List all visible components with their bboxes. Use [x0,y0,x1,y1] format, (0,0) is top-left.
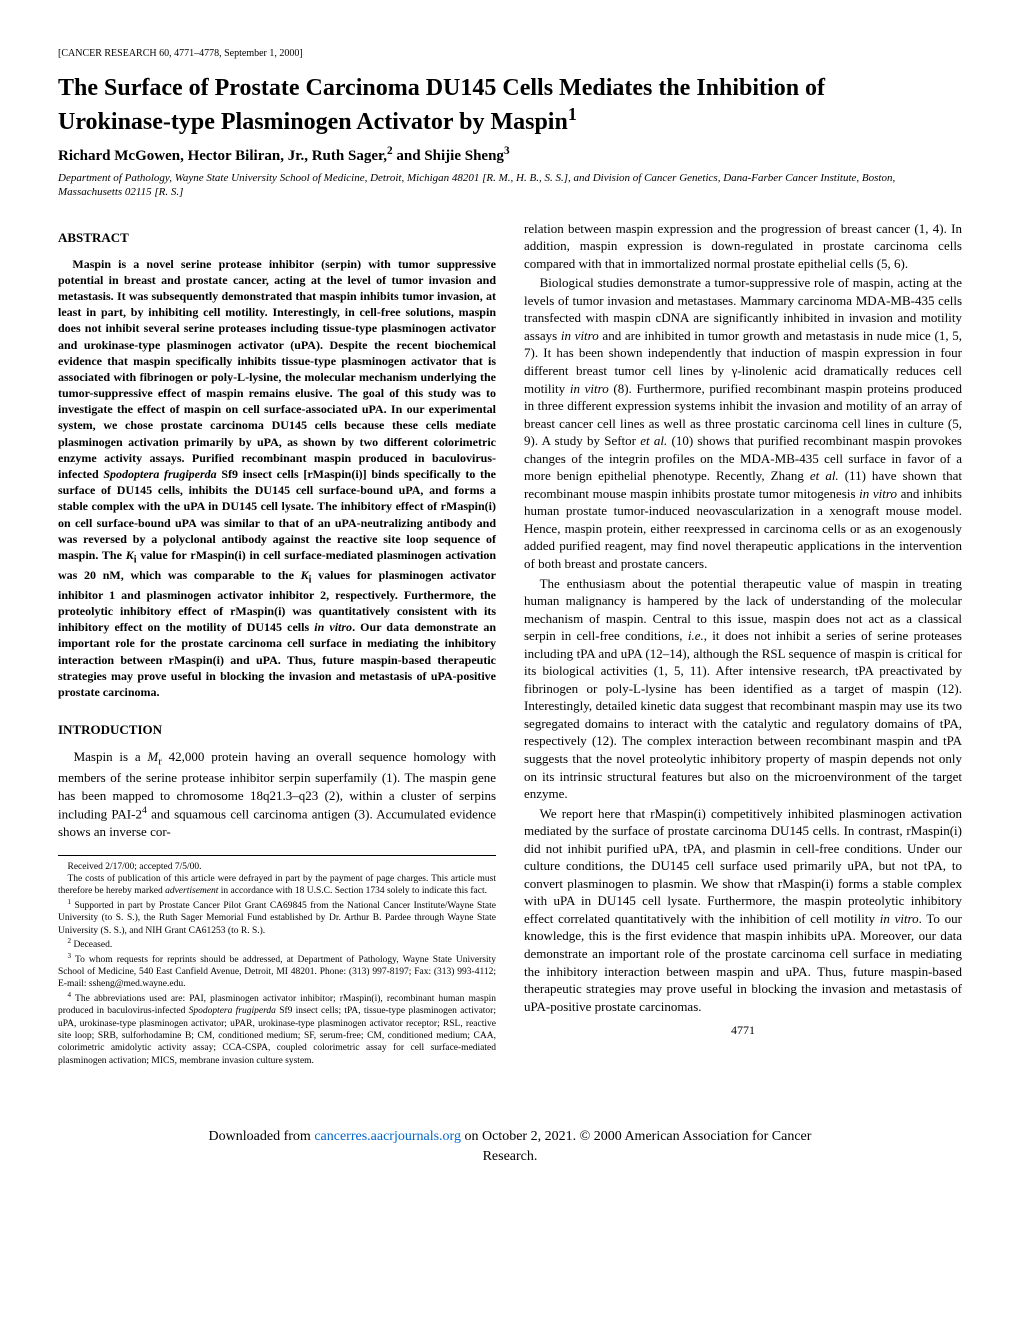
right-paragraph-2: Biological studies demonstrate a tumor-s… [524,274,962,572]
affiliation-line: Department of Pathology, Wayne State Uni… [58,171,962,200]
right-paragraph-3: The enthusiasm about the potential thera… [524,575,962,803]
footnote-2: 2 Deceased. [58,937,496,952]
two-column-body: ABSTRACT Maspin is a novel serine protea… [58,220,962,1067]
title-footnote-sup: 1 [568,104,577,124]
introduction-heading: INTRODUCTION [58,722,496,738]
footnote-1: 1 Supported in part by Prostate Cancer P… [58,898,496,937]
right-column: relation between maspin expression and t… [524,220,962,1067]
abstract-heading: ABSTRACT [58,230,496,246]
footnote-received: Received 2/17/00; accepted 7/5/00. [58,861,496,873]
download-footer: Downloaded from cancerres.aacrjournals.o… [58,1127,962,1166]
page-number: 4771 [524,1023,962,1038]
footnote-costs: The costs of publication of this article… [58,873,496,898]
download-suffix: on October 2, 2021. © 2000 American Asso… [461,1129,811,1144]
footnote-3: 3 To whom requests for reprints should b… [58,952,496,991]
authors-line: Richard McGowen, Hector Biliran, Jr., Ru… [58,145,962,165]
right-paragraph-4: We report here that rMaspin(i) competiti… [524,805,962,1016]
intro-paragraph-1: Maspin is a Mr 42,000 protein having an … [58,748,496,841]
title-line-1: The Surface of Prostate Carcinoma DU145 … [58,75,825,101]
download-prefix: Downloaded from [209,1129,315,1144]
title-line-2: Urokinase-type Plasminogen Activator by … [58,109,568,135]
footnotes-block: Received 2/17/00; accepted 7/5/00. The c… [58,855,496,1067]
introduction-body: Maspin is a Mr 42,000 protein having an … [58,748,496,841]
journal-header-ref: [CANCER RESEARCH 60, 4771–4778, Septembe… [58,48,962,59]
footnote-4: 4 The abbreviations used are: PAI, plasm… [58,991,496,1067]
right-paragraph-1: relation between maspin expression and t… [524,220,962,273]
download-line2: Research. [483,1149,538,1164]
abstract-text: Maspin is a novel serine protease inhibi… [58,256,496,700]
download-link[interactable]: cancerres.aacrjournals.org [314,1129,461,1144]
article-title: The Surface of Prostate Carcinoma DU145 … [58,73,962,137]
left-column: ABSTRACT Maspin is a novel serine protea… [58,220,496,1067]
